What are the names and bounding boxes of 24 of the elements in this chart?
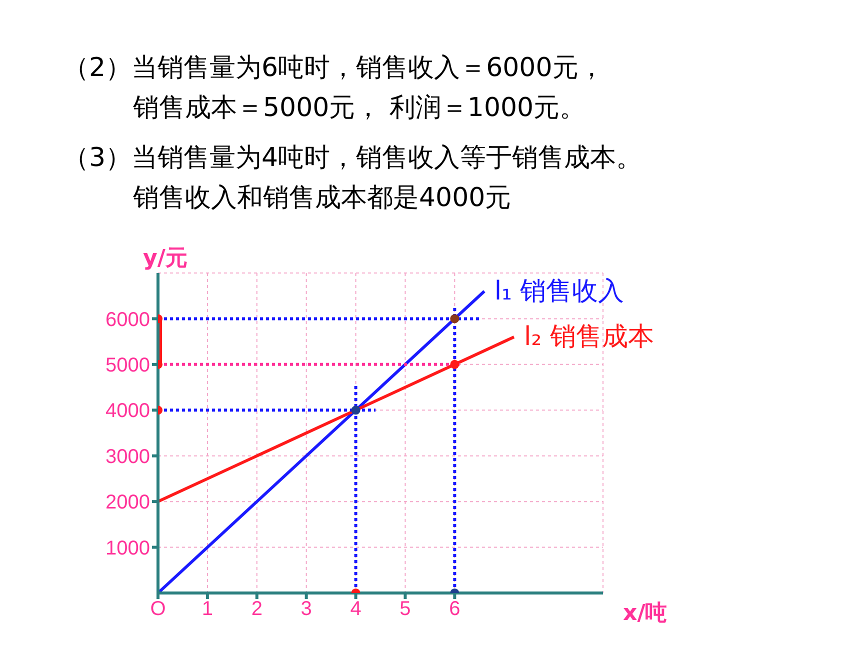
x-tick-label: 2 <box>251 598 262 620</box>
y-tick-label: 5000 <box>106 354 150 377</box>
series-label: l₂ 销售成本 <box>524 322 654 352</box>
y-tick-label: 3000 <box>106 446 150 468</box>
y-tick-label: 4000 <box>106 400 150 422</box>
text: 销售收入和销售成本都是4000元 <box>132 182 512 215</box>
x-axis-title: x/吨 <box>623 600 668 628</box>
x-tick-label: 3 <box>300 598 312 620</box>
x-tick-label: 6 <box>449 598 460 620</box>
series-label: l₁ 销售收入 <box>494 276 624 306</box>
point <box>450 314 460 324</box>
y-tick-label: 2000 <box>106 492 150 514</box>
y-tick-label: 6000 <box>106 308 150 331</box>
text: 销售成本＝5000元， 利润＝1000元。 <box>132 92 587 125</box>
x-tick-label: O <box>150 598 166 620</box>
y-axis-title: y/元 <box>143 245 188 273</box>
point <box>450 360 460 369</box>
y-tick-label: 1000 <box>106 537 150 560</box>
point <box>351 406 360 415</box>
x-tick-label: 1 <box>202 598 214 620</box>
text: （2）当销售量为6吨时，销售收入＝6000元， <box>63 52 606 85</box>
text: （3）当销售量为4吨时，销售收入等于销售成本。 <box>63 142 642 175</box>
x-tick-label: 4 <box>350 598 362 620</box>
x-tick-label: 5 <box>400 598 411 620</box>
